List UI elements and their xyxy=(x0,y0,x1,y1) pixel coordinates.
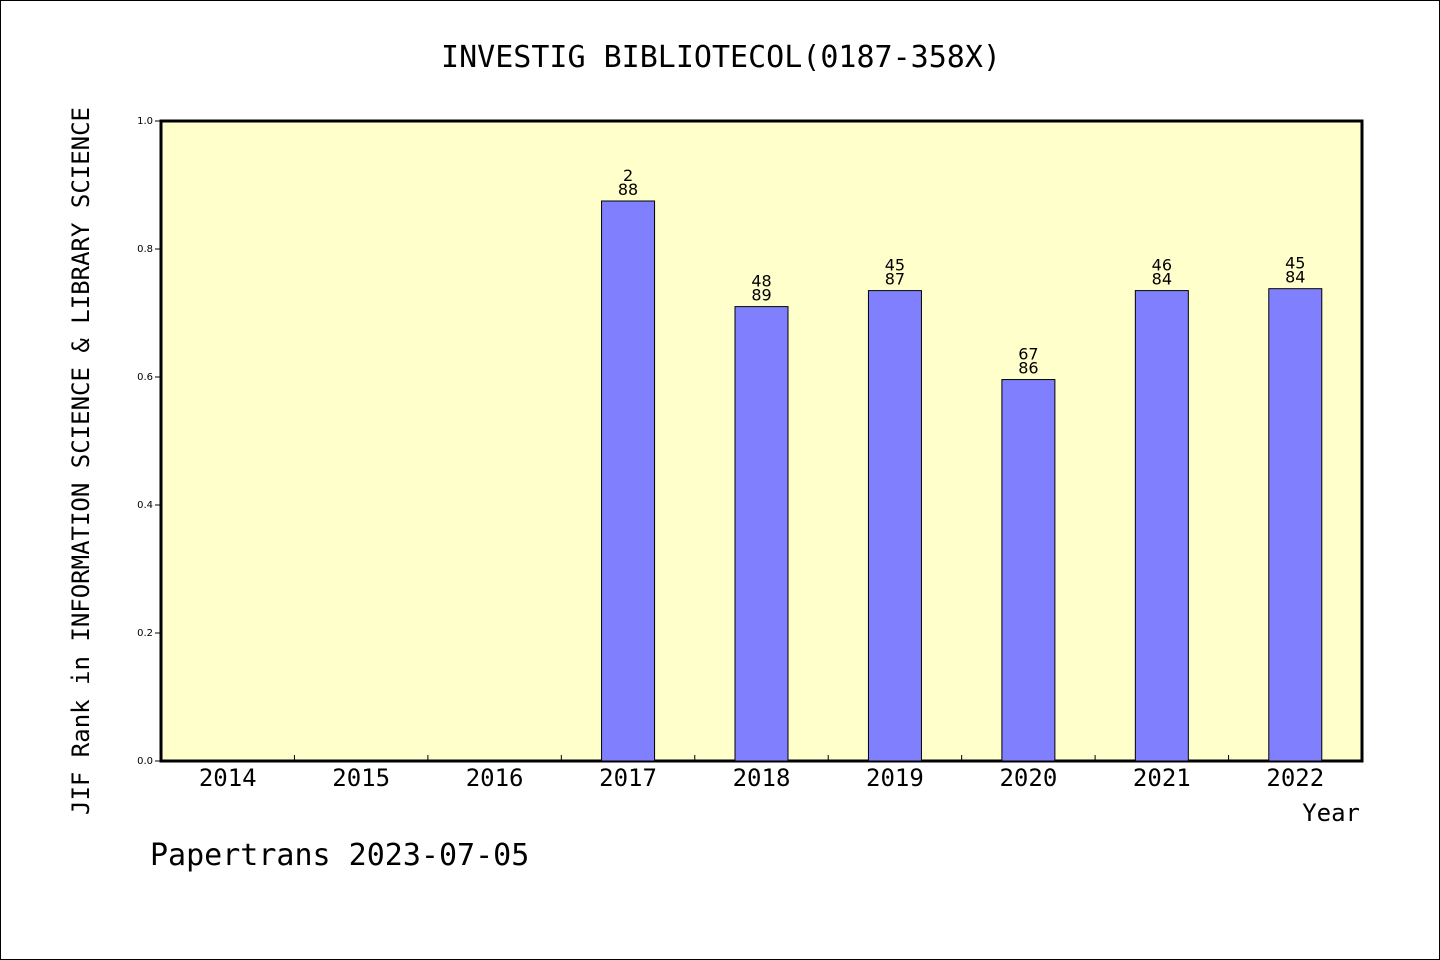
y-tick-label: 0.2 xyxy=(137,628,153,639)
y-tick-label: 0.8 xyxy=(137,244,153,255)
x-tick-label: 2022 xyxy=(1266,764,1324,792)
x-tick-label: 2016 xyxy=(466,764,524,792)
chart-title: INVESTIG BIBLIOTECOL(0187-358X) xyxy=(441,40,1001,75)
bar-label-total: 86 xyxy=(1018,359,1038,378)
bar-label-rank: 45 xyxy=(1285,254,1305,273)
x-tick-label: 2014 xyxy=(199,764,257,792)
x-axis-label: Year xyxy=(1302,799,1360,827)
x-tick-label: 2020 xyxy=(999,764,1057,792)
x-tick-label: 2017 xyxy=(599,764,657,792)
bar-label-total: 87 xyxy=(885,270,905,289)
y-tick-label: 0.6 xyxy=(137,372,153,383)
chart-marks: 0.0 0.2 0.4 0.6 0.8 1.0 2014 2015 2016 2017 288 201… xyxy=(137,116,1324,792)
bar-label-rank: 45 xyxy=(885,256,905,275)
y-tick-label: 1.0 xyxy=(137,116,153,127)
footer-credit: Papertrans 2023-07-05 xyxy=(150,838,529,873)
bar-label-total: 89 xyxy=(751,286,771,305)
x-tick-label: 2018 xyxy=(733,764,791,792)
x-tick-label: 2021 xyxy=(1133,764,1191,792)
y-tick-label: 0.0 xyxy=(137,756,153,767)
bar-label-total: 84 xyxy=(1152,270,1172,289)
bar xyxy=(867,290,922,762)
bar xyxy=(1268,288,1323,762)
bar-label-rank: 67 xyxy=(1018,345,1038,364)
y-axis-label: JIF Rank in INFORMATION SCIENCE & LIBRAR… xyxy=(67,107,95,815)
bar-label-total: 88 xyxy=(618,180,638,199)
bar xyxy=(601,200,656,762)
bar xyxy=(1001,379,1056,762)
bar xyxy=(1134,290,1189,762)
bar xyxy=(734,306,789,762)
bar-label-rank: 46 xyxy=(1152,256,1172,275)
x-tick-label: 2015 xyxy=(332,764,390,792)
bar-label-rank: 2 xyxy=(623,166,633,185)
bar-label-rank: 48 xyxy=(751,272,771,291)
y-tick-label: 0.4 xyxy=(137,500,153,511)
x-tick-label: 2019 xyxy=(866,764,924,792)
bar-label-total: 84 xyxy=(1285,268,1305,287)
